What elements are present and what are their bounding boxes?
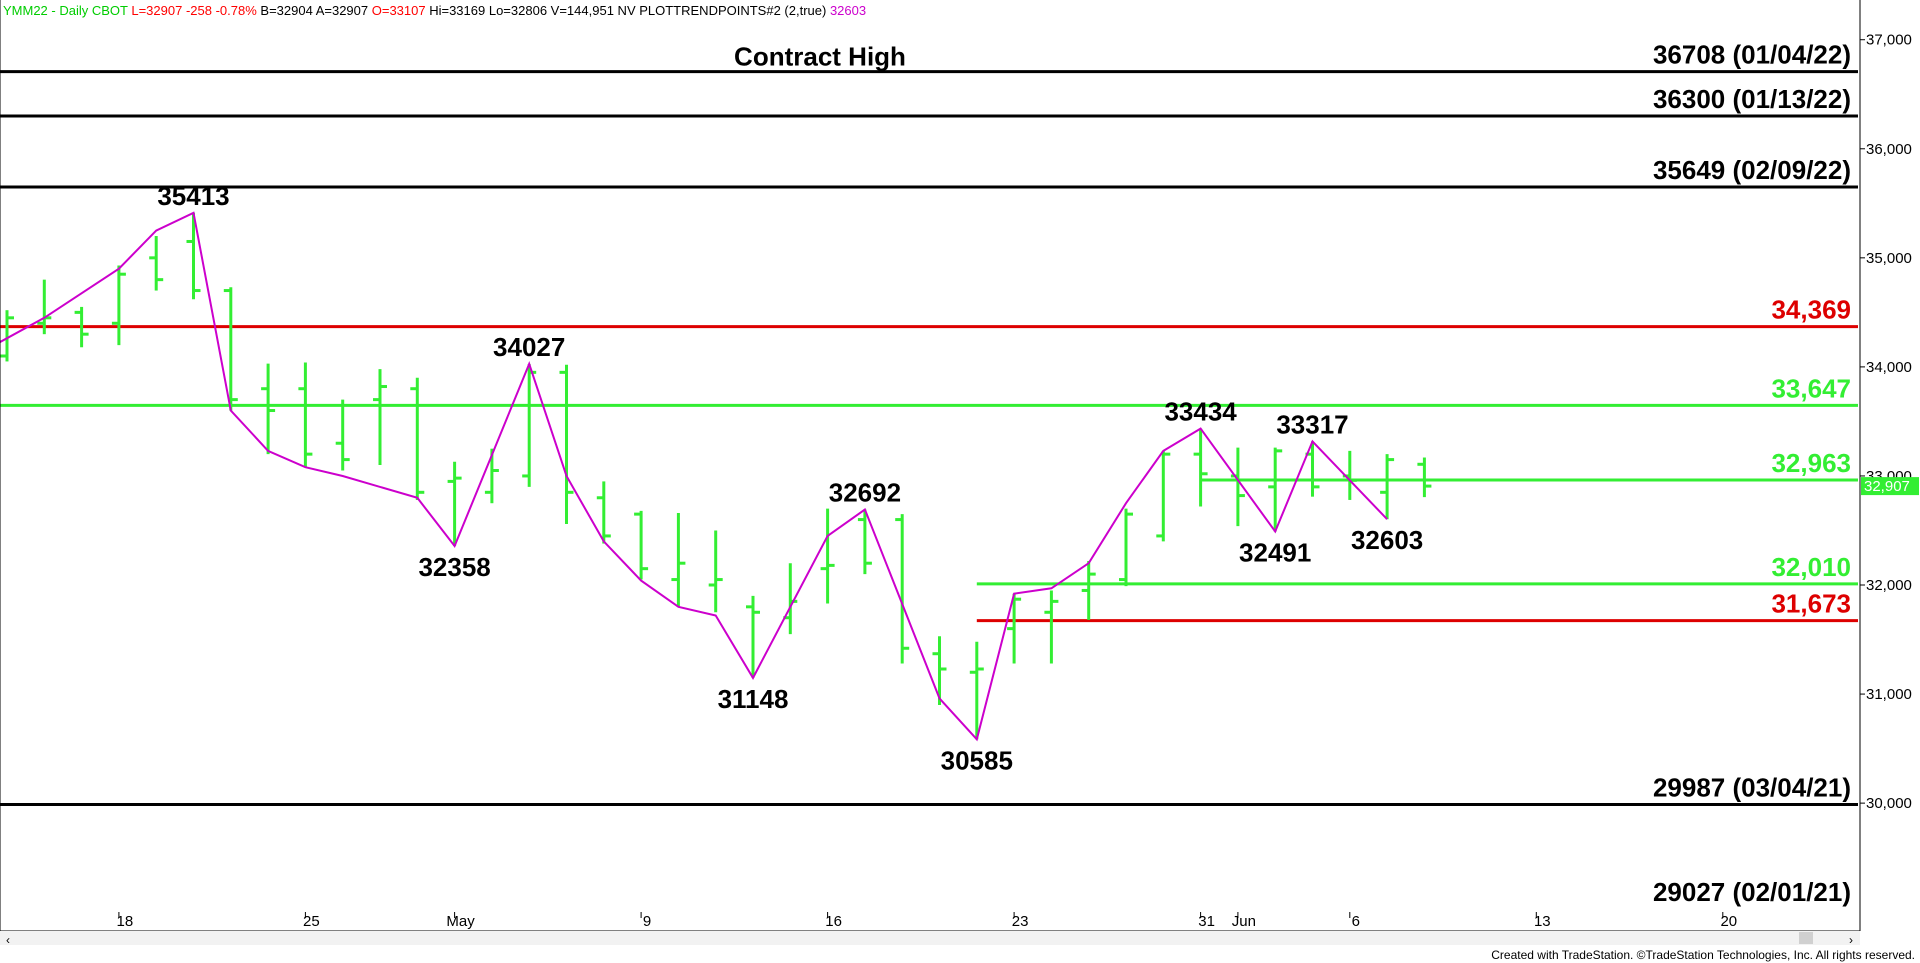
level-label: 32,963 [1771, 448, 1851, 478]
level-label: 31,673 [1771, 589, 1851, 619]
annotation-label: Contract High [734, 42, 906, 72]
ohlc-bar [559, 364, 574, 524]
chart-header: YMM22 - Daily CBOT L=32907 -258 -0.78% B… [3, 3, 866, 18]
pivot-label: 31148 [718, 684, 789, 714]
ohlc-bar [1417, 457, 1432, 498]
y-tick-label: 31,000 [1866, 686, 1912, 703]
pivot-label: 32603 [1351, 525, 1423, 555]
ohlc-bar [410, 377, 425, 500]
y-tick-label: 37,000 [1866, 32, 1912, 49]
ohlc-bar [746, 595, 760, 678]
pivot-label: 35413 [157, 181, 229, 211]
last-price-label: 32,907 [1864, 478, 1910, 495]
x-tick-label: 9 [643, 913, 651, 930]
pivot-label: 32358 [418, 552, 490, 582]
header-field: O=33107 [368, 3, 425, 18]
ohlc-bar [335, 399, 350, 471]
x-tick-label: Jun [1232, 913, 1256, 930]
header-field: B=32904 [257, 3, 313, 18]
header-field: YMM22 - Daily CBOT [3, 3, 128, 18]
y-tick-label: 32,000 [1866, 577, 1912, 594]
header-field: V=144,951 [547, 3, 614, 18]
ohlc-bar [1268, 447, 1283, 532]
level-label: 36300 (01/13/22) [1653, 84, 1851, 114]
header-field: 32603 [826, 3, 866, 18]
ohlc-bar [261, 363, 276, 455]
ohlc-bar [969, 641, 984, 740]
ohlc-bar [447, 461, 462, 546]
header-field: Lo=32806 [485, 3, 547, 18]
ohlc-bar [708, 530, 723, 613]
ohlc-bar [1044, 590, 1059, 664]
x-tick-label: 20 [1720, 913, 1737, 930]
x-tick-label: 16 [825, 913, 842, 930]
pivot-label: 30585 [941, 745, 1013, 775]
trend-line [0, 211, 1388, 742]
pivot-label: 33317 [1276, 409, 1348, 439]
x-tick-label: May [446, 913, 475, 930]
last-price-badge [1861, 477, 1919, 496]
y-tick-label: 35,000 [1866, 250, 1912, 267]
x-tick-label: 18 [117, 913, 134, 930]
y-tick-label: 30,000 [1866, 795, 1912, 812]
ohlc-bar [671, 513, 686, 607]
ohlc-bar [1193, 428, 1208, 507]
level-label: 33,647 [1771, 373, 1851, 403]
ohlc-bar [186, 212, 201, 300]
level-label: 29027 (02/01/21) [1653, 877, 1851, 907]
ohlc-bar [596, 481, 611, 544]
horizontal-scrollbar[interactable] [0, 931, 1860, 945]
ohlc-bar [1156, 450, 1171, 542]
header-field: NV [614, 3, 636, 18]
level-label: 32,010 [1771, 552, 1851, 582]
header-field: -0.78% [212, 3, 257, 18]
ohlc-bar [149, 236, 164, 291]
ohlc-bar [1380, 454, 1395, 520]
ohlc-bar [1119, 508, 1133, 587]
ohlc-bar [0, 310, 14, 362]
header-field: Hi=33169 [426, 3, 486, 18]
ohlc-bar [895, 514, 910, 664]
pivot-label: 33434 [1164, 397, 1237, 427]
footer-credit: Created with TradeStation. ©TradeStation… [1491, 948, 1915, 962]
pivot-label: 32692 [829, 478, 901, 508]
ohlc-bar [932, 636, 947, 705]
scrollbar-thumb[interactable] [1799, 932, 1813, 944]
ohlc-bar [1007, 593, 1022, 664]
ohlc-bar [634, 510, 649, 580]
header-field: L=32907 [128, 3, 183, 18]
x-tick-label: 23 [1012, 913, 1029, 930]
ohlc-bar [111, 265, 126, 346]
level-label: 35649 (02/09/22) [1653, 155, 1851, 185]
x-tick-label: 13 [1534, 913, 1551, 930]
ohlc-bar [373, 369, 387, 466]
level-label: 29987 (03/04/21) [1653, 773, 1851, 803]
ohlc-bar [857, 509, 872, 575]
scroll-left-icon[interactable]: ‹ [6, 933, 10, 947]
scroll-right-icon[interactable]: › [1849, 933, 1853, 947]
ohlc-bar [298, 362, 313, 468]
ohlc-bar [1081, 561, 1096, 620]
level-label: 36708 (01/04/22) [1653, 40, 1851, 70]
x-tick-label: 31 [1198, 913, 1215, 930]
ohlc-bar [484, 448, 499, 504]
ohlc-bar [223, 287, 238, 411]
x-tick-label: 25 [303, 913, 320, 930]
ohlc-bar [820, 508, 835, 604]
header-field: A=32907 [313, 3, 368, 18]
header-field: -258 [182, 3, 212, 18]
ohlc-bar [74, 306, 89, 348]
pivot-label: 34027 [493, 332, 565, 362]
y-tick-label: 34,000 [1866, 359, 1912, 376]
pivot-label: 32491 [1239, 537, 1311, 567]
level-label: 34,369 [1771, 295, 1851, 325]
header-field: PLOTTRENDPOINTS#2 (2,true) [636, 3, 827, 18]
y-tick-label: 36,000 [1866, 141, 1912, 158]
x-tick-label: 6 [1352, 913, 1360, 930]
